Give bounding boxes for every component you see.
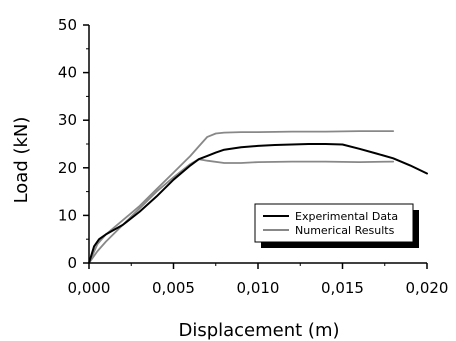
x-tick-label: 0,000	[68, 279, 111, 297]
y-tick-label: 20	[58, 159, 77, 177]
series-line-numerical-results	[88, 130, 395, 264]
x-tick-label: 0,005	[152, 279, 195, 297]
y-tick-label: 0	[67, 254, 77, 272]
x-tick-label: 0,020	[406, 279, 449, 297]
x-tick-label: 0,010	[237, 279, 280, 297]
y-tick-label: 50	[58, 16, 77, 34]
y-tick-label: 40	[58, 64, 77, 82]
plot-area	[88, 130, 428, 264]
x-axis-title: Displacement (m)	[178, 320, 339, 341]
y-tick-label: 10	[58, 206, 77, 224]
y-axis-title: Load (kN)	[11, 117, 32, 204]
series-line-experimental-data	[88, 143, 428, 264]
legend-box	[254, 203, 414, 243]
axes: 0 10 20 30 40 50 0,000 0,005 0,010 0,015 0,020	[58, 16, 449, 297]
legend-label: Experimental Data	[295, 210, 398, 223]
legend-label: Numerical Results	[295, 224, 395, 237]
x-tick-label: 0,015	[321, 279, 364, 297]
y-tick-label: 30	[58, 111, 77, 129]
